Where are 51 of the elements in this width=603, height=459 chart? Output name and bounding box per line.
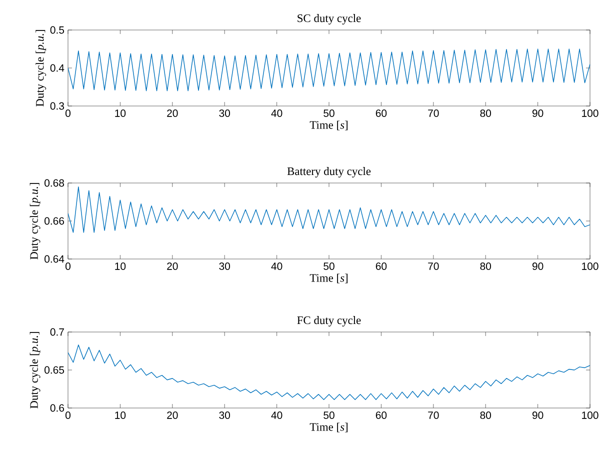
y-tick-label: 0.65 bbox=[44, 366, 64, 374]
x-tick-label: 20 bbox=[167, 412, 178, 419]
line-series bbox=[68, 186, 590, 233]
x-tick-label: 10 bbox=[115, 412, 126, 419]
x-tick-label: 0 bbox=[66, 110, 70, 117]
x-tick-label: 0 bbox=[66, 412, 70, 419]
x-axis-title: Time [s] bbox=[310, 422, 348, 432]
x-tick-label: 50 bbox=[324, 412, 334, 419]
x-tick-label: 20 bbox=[167, 110, 178, 117]
y-tick-label: 0.5 bbox=[50, 26, 64, 34]
x-tick-label: 60 bbox=[376, 412, 387, 419]
y-tick-label: 0.7 bbox=[50, 328, 64, 336]
y-tick-label: 0.68 bbox=[44, 179, 64, 187]
x-tick-label: 100 bbox=[582, 412, 598, 419]
x-tick-label: 70 bbox=[428, 110, 439, 117]
x-tick-label: 80 bbox=[480, 412, 492, 419]
x-tick-label: 0 bbox=[66, 262, 70, 270]
x-tick-label: 40 bbox=[271, 412, 282, 419]
chart-title: FC duty cycle bbox=[297, 316, 361, 326]
x-tick-label: 70 bbox=[428, 262, 439, 270]
y-tick-label: 0.64 bbox=[44, 255, 64, 263]
y-tick-label: 0.4 bbox=[50, 64, 64, 72]
x-tick-label: 50 bbox=[324, 110, 334, 117]
x-axis-title: Time [s] bbox=[310, 120, 348, 130]
x-tick-label: 30 bbox=[219, 110, 230, 117]
x-tick-label: 100 bbox=[582, 262, 598, 270]
line-series bbox=[68, 48, 590, 92]
x-tick-label: 10 bbox=[115, 110, 126, 117]
chart-title: Battery duty cycle bbox=[287, 167, 371, 178]
x-tick-label: 100 bbox=[582, 110, 598, 117]
x-tick-label: 50 bbox=[324, 262, 334, 270]
x-tick-label: 90 bbox=[532, 110, 544, 117]
x-tick-label: 60 bbox=[376, 110, 387, 117]
y-tick-label: 0.66 bbox=[44, 217, 64, 225]
x-tick-label: 90 bbox=[532, 412, 544, 419]
x-axis-title: Time [s] bbox=[310, 274, 348, 284]
chart-title: SC duty cycle bbox=[298, 14, 361, 24]
x-tick-label: 30 bbox=[219, 262, 230, 270]
y-tick-label: 0.3 bbox=[50, 102, 64, 110]
x-tick-label: 60 bbox=[376, 262, 387, 270]
x-tick-label: 80 bbox=[480, 262, 492, 270]
y-tick-label: 0.6 bbox=[50, 404, 64, 412]
x-tick-label: 70 bbox=[428, 412, 439, 419]
x-tick-label: 10 bbox=[115, 262, 126, 270]
x-tick-label: 30 bbox=[219, 412, 230, 419]
x-tick-label: 20 bbox=[167, 262, 178, 270]
x-tick-label: 80 bbox=[480, 110, 492, 117]
x-tick-label: 40 bbox=[271, 110, 282, 117]
line-series bbox=[68, 344, 590, 400]
x-tick-label: 90 bbox=[532, 262, 544, 270]
x-tick-label: 40 bbox=[271, 262, 282, 270]
